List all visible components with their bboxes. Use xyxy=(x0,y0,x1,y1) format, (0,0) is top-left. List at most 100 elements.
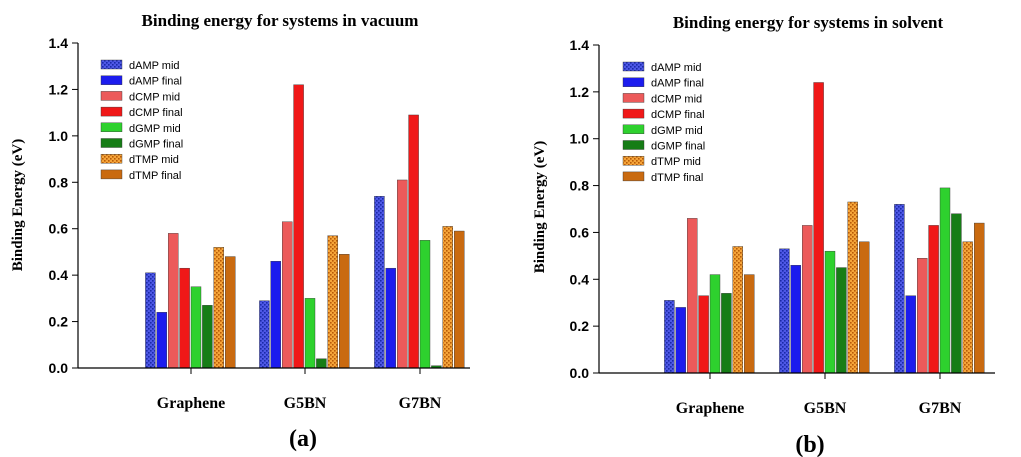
bar-dgmp-final xyxy=(721,293,732,374)
bar-dgmp-mid xyxy=(824,250,836,374)
legend-swatch-dtmp-final xyxy=(622,171,645,182)
y-tick-label: 0.0 xyxy=(49,360,69,376)
bar-dgmp-mid xyxy=(939,187,951,374)
legend-swatch-dgmp-mid xyxy=(100,122,123,133)
bar-dgmp-final xyxy=(836,267,847,374)
y-tick-label: 0.2 xyxy=(570,318,590,334)
y-axis-label: Binding Energy (eV) xyxy=(532,141,548,274)
legend-label: dGMP final xyxy=(129,139,183,151)
y-tick-label: 1.0 xyxy=(570,131,590,147)
chart-title: Binding energy for systems in solvent xyxy=(673,13,944,32)
y-tick-label: 0.4 xyxy=(49,267,69,283)
legend-label: dTMP mid xyxy=(651,156,701,168)
y-tick-label: 1.4 xyxy=(570,37,590,53)
bar-dtmp-mid xyxy=(213,247,225,369)
panel-caption: (a) xyxy=(289,426,317,452)
y-tick-labels: 0.0 0.2 0.4 0.6 0.8 1.0 1.2 1.4 xyxy=(49,35,69,376)
legend-swatch-damp-mid xyxy=(100,59,123,70)
y-tick-label: 1.0 xyxy=(49,128,69,144)
legend: dAMP mid dAMP final dCMP mid dCMP final dGMP… xyxy=(622,61,705,184)
chart-panel-solvent: Binding energy for systems in solvent Bi… xyxy=(532,13,995,457)
x-tick-label: Graphene xyxy=(676,400,744,417)
legend-swatch-dtmp-mid xyxy=(100,153,123,164)
y-tick-label: 0.6 xyxy=(49,221,69,237)
legend-label: dGMP final xyxy=(651,141,705,153)
bar-dgmp-final xyxy=(202,305,213,369)
legend-label: dTMP mid xyxy=(129,154,179,166)
y-tick-label: 1.2 xyxy=(49,81,69,97)
bar-dtmp-final xyxy=(454,230,465,369)
bar-dtmp-mid xyxy=(847,201,858,374)
legend-swatch-damp-final xyxy=(100,75,123,85)
bar-dcmp-mid xyxy=(397,179,408,369)
bar-dtmp-final xyxy=(339,254,350,369)
y-axis-label: Binding Energy (eV) xyxy=(10,139,26,272)
legend-swatch-dcmp-mid xyxy=(622,93,645,103)
x-tick-label: Graphene xyxy=(157,395,225,412)
bar-damp-mid xyxy=(259,300,270,369)
bar-dgmp-final xyxy=(951,213,962,374)
legend-label: dCMP final xyxy=(129,107,183,119)
bar-dcmp-mid xyxy=(167,233,179,369)
legend-label: dCMP mid xyxy=(129,91,180,103)
y-tick-labels: 0.0 0.2 0.4 0.6 0.8 1.0 1.2 1.4 xyxy=(570,37,590,381)
chart-title: Binding energy for systems in vacuum xyxy=(142,11,419,30)
y-tick-label: 0.0 xyxy=(570,365,590,381)
bars xyxy=(145,84,465,369)
legend-swatch-damp-mid xyxy=(622,61,645,72)
bar-dgmp-mid xyxy=(190,286,202,369)
axes xyxy=(593,44,995,379)
bar-dtmp-mid xyxy=(732,246,743,374)
panel-caption: (b) xyxy=(795,432,824,457)
y-tick-label: 1.2 xyxy=(570,84,590,100)
bar-damp-final xyxy=(905,295,916,374)
legend-label: dAMP final xyxy=(129,76,182,88)
bar-dgmp-mid xyxy=(709,274,721,374)
bar-damp-final xyxy=(675,307,686,374)
y-tick-label: 1.4 xyxy=(49,35,69,51)
x-tick-label: G7BN xyxy=(399,395,442,412)
legend-label: dAMP final xyxy=(651,78,704,90)
legend-swatch-damp-final xyxy=(622,77,645,87)
bar-dtmp-mid xyxy=(442,226,453,369)
legend-label: dGMP mid xyxy=(651,125,703,137)
legend-swatch-dtmp-mid xyxy=(622,155,645,166)
bar-dcmp-final xyxy=(408,114,419,369)
bar-dtmp-mid xyxy=(962,241,973,374)
bar-dtmp-mid xyxy=(327,235,338,369)
bar-dtmp-final xyxy=(224,256,236,369)
x-tick-labels: Graphene G5BN G7BN xyxy=(157,395,442,412)
y-tick-label: 0.8 xyxy=(570,178,590,194)
x-tick-label: G5BN xyxy=(804,400,847,417)
bar-dcmp-final xyxy=(698,295,709,374)
x-tick-label: G7BN xyxy=(919,400,962,417)
bar-dtmp-final xyxy=(859,241,870,374)
bar-damp-mid xyxy=(374,196,385,369)
bar-dgmp-final xyxy=(316,358,327,369)
legend-swatch-dtmp-final xyxy=(100,169,123,180)
bar-damp-final xyxy=(385,267,396,369)
legend-label: dAMP mid xyxy=(651,62,702,74)
bar-damp-final xyxy=(270,261,281,369)
bar-dgmp-mid xyxy=(304,298,316,369)
bar-damp-final xyxy=(790,265,801,374)
bar-dcmp-mid xyxy=(917,258,928,374)
bar-dcmp-final xyxy=(928,225,939,374)
legend-swatch-dcmp-mid xyxy=(100,91,123,101)
y-tick-label: 0.2 xyxy=(49,314,69,330)
legend-swatch-dcmp-final xyxy=(622,108,645,119)
x-tick-label: G5BN xyxy=(284,395,327,412)
legend-swatch-dgmp-final xyxy=(622,140,645,150)
x-tick-labels: Graphene G5BN G7BN xyxy=(676,400,962,417)
bar-dcmp-final xyxy=(813,82,824,374)
legend-label: dTMP final xyxy=(129,170,181,182)
legend-label: dCMP final xyxy=(651,109,705,121)
legend-swatch-dgmp-final xyxy=(100,138,123,148)
legend-label: dGMP mid xyxy=(129,123,181,135)
y-tick-label: 0.8 xyxy=(49,174,69,190)
axes xyxy=(72,42,470,374)
bar-damp-mid xyxy=(779,248,790,374)
bar-dcmp-mid xyxy=(802,225,813,374)
chart-panel-vacuum: Binding energy for systems in vacuum Bin… xyxy=(10,11,470,452)
